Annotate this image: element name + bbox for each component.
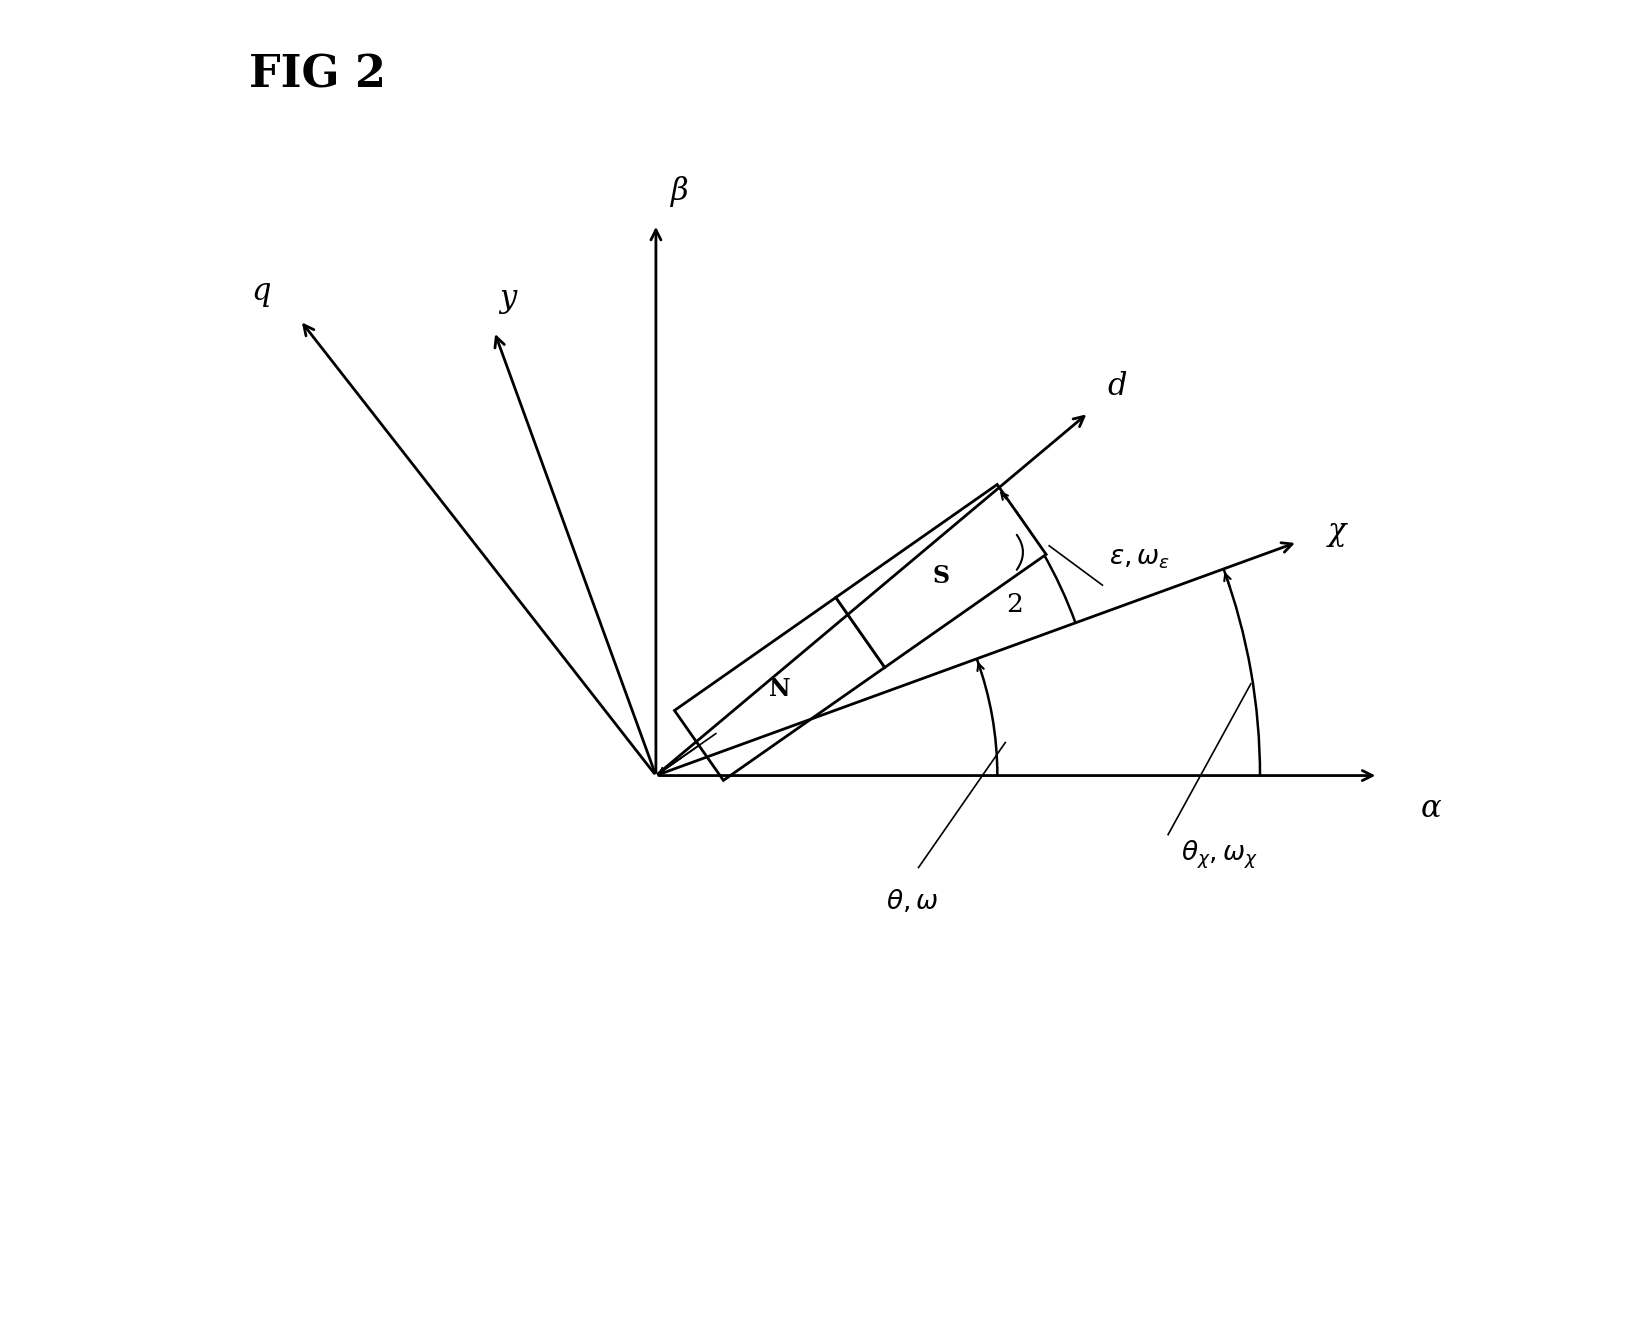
Text: N: N: [770, 677, 791, 701]
Text: α: α: [1420, 793, 1442, 823]
Text: 2: 2: [1007, 593, 1023, 617]
Polygon shape: [836, 484, 1046, 668]
Polygon shape: [675, 598, 885, 780]
Text: β: β: [670, 176, 688, 207]
Text: $\theta,\omega$: $\theta,\omega$: [885, 886, 939, 913]
Text: q: q: [251, 276, 270, 307]
Text: FIG 2: FIG 2: [249, 54, 386, 97]
Text: d: d: [1108, 371, 1128, 402]
Text: S: S: [932, 565, 950, 587]
Text: $\varepsilon,\omega_\varepsilon$: $\varepsilon,\omega_\varepsilon$: [1110, 546, 1170, 571]
Text: $\theta_\chi,\omega_\chi$: $\theta_\chi,\omega_\chi$: [1181, 838, 1258, 870]
Text: χ: χ: [1328, 516, 1346, 547]
Text: y: y: [499, 283, 516, 314]
